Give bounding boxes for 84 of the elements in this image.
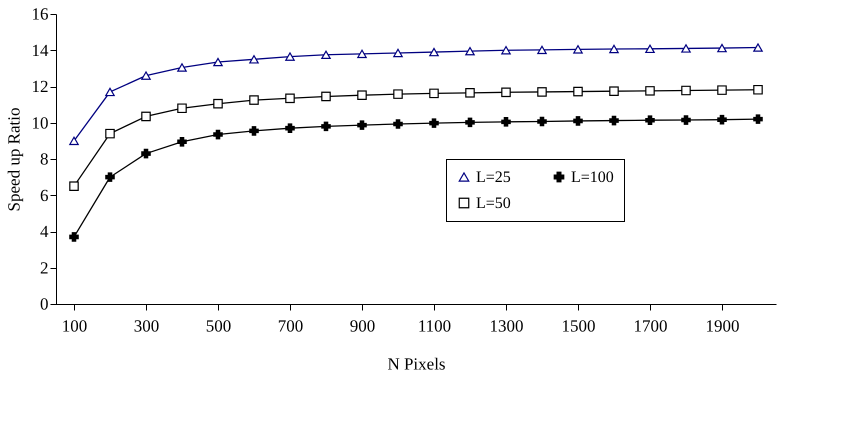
y-tick-label: 14 [32,40,49,60]
point [609,86,619,96]
point [753,114,763,124]
point [429,48,439,56]
point [717,85,727,95]
point [465,118,475,128]
point [177,63,187,72]
point [69,232,79,242]
point [357,120,367,130]
y-tick-label: 10 [32,113,48,132]
point [285,94,295,104]
x-axis-title: N Pixels [387,354,446,374]
y-tick-label: 4 [40,222,49,241]
x-tick-label: 1900 [706,316,740,336]
point [141,148,151,158]
point [645,115,655,125]
point [537,46,547,54]
point [213,130,223,140]
point [249,55,259,64]
point [429,118,439,128]
point [573,116,583,126]
x-tick-label: 500 [206,316,232,336]
point [645,44,655,54]
legend-label: L=50 [476,195,511,212]
x-tick-label: 900 [350,316,376,336]
point [321,122,331,132]
point [573,45,583,54]
y-axis-title: Speed up Ratio [4,108,24,212]
y-tick-label: 8 [40,150,48,168]
point [141,71,151,80]
point [321,50,331,60]
point [357,50,367,58]
point [681,115,691,125]
point [681,44,691,53]
y-tick-label: 12 [32,77,48,96]
y-tick-label: 0 [40,294,48,314]
point [393,119,403,129]
point [105,88,115,96]
y-tick-label: 16 [32,4,48,24]
point [285,123,295,133]
x-tick-label: 1700 [634,316,668,336]
point [465,88,475,98]
point [501,46,511,54]
legend-label: L=100 [571,169,614,186]
point [501,88,511,98]
point [645,86,655,96]
point [393,48,403,58]
point [393,89,403,99]
point [717,114,727,124]
point [537,87,547,97]
point [69,181,79,191]
x-tick-label: 300 [134,316,160,336]
point [177,103,187,114]
x-tick-label: 700 [278,316,304,336]
x-tick-label: 1100 [418,316,452,336]
point [429,88,439,98]
point [573,86,583,96]
y-tick-label: 6 [40,186,48,205]
point [717,44,727,52]
point [105,172,115,182]
point [213,58,223,66]
point [753,84,763,95]
y-tick-label: 2 [40,258,48,278]
point [609,44,619,54]
x-tick-label: 1300 [490,316,524,336]
point [249,126,259,136]
point [537,116,547,126]
x-tick-label: 100 [62,316,88,336]
point [69,136,79,146]
legend-label: L=25 [476,169,511,186]
point [213,98,223,109]
point [753,43,763,52]
point [177,137,187,147]
point [357,90,367,100]
point [249,95,259,105]
point [321,92,331,102]
x-tick-label: 1500 [562,316,596,336]
point [285,52,295,61]
point [681,86,691,96]
point [141,112,151,122]
point [501,117,511,127]
point [105,128,115,138]
point [465,46,475,56]
point [609,116,619,126]
